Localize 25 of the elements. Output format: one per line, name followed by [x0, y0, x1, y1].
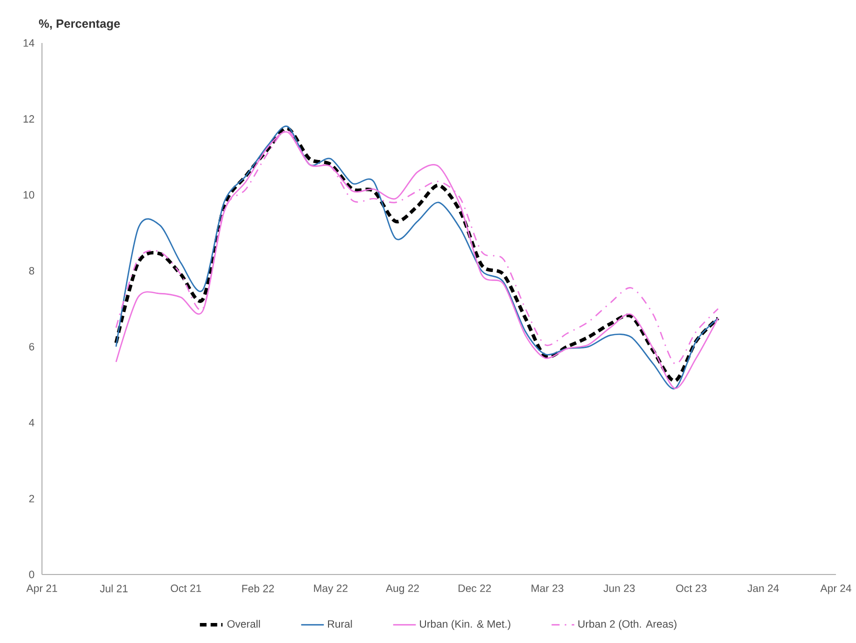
x-tick-label: Jul 21: [100, 584, 128, 592]
legend-label: Urban (Kin. & Met.): [420, 620, 510, 630]
x-tick-label: Feb 22: [242, 584, 274, 592]
y-axis-title: %, Percentage: [38, 19, 120, 30]
y-tick-label: 2: [29, 494, 34, 502]
y-tick-label: 10: [24, 190, 34, 198]
x-tick-label: May 22: [314, 584, 348, 594]
x-tick-label: Jun 23: [604, 584, 635, 592]
x-tick-label: Jan 24: [747, 584, 779, 592]
x-tick-label: Mar 23: [532, 584, 564, 592]
legend-label: Overall: [227, 620, 260, 628]
x-tick-label: Apr 24: [820, 584, 852, 594]
y-tick-label: 8: [29, 266, 34, 274]
legend-label: Rural: [328, 620, 352, 628]
x-tick-label: Oct 23: [676, 584, 706, 592]
y-tick-label: 0: [29, 570, 34, 578]
x-tick-label: Oct 21: [170, 584, 202, 592]
y-tick-label: 4: [28, 418, 34, 426]
x-tick-label: Aug 22: [386, 584, 419, 594]
x-tick-label: Dec 22: [458, 584, 491, 592]
y-tick-label: 14: [24, 39, 34, 46]
y-tick-label: 6: [29, 342, 34, 350]
x-tick-label: Apr 21: [26, 584, 58, 594]
legend-label: Urban 2 (Oth. Areas): [578, 620, 676, 630]
y-tick-label: 12: [24, 114, 34, 122]
